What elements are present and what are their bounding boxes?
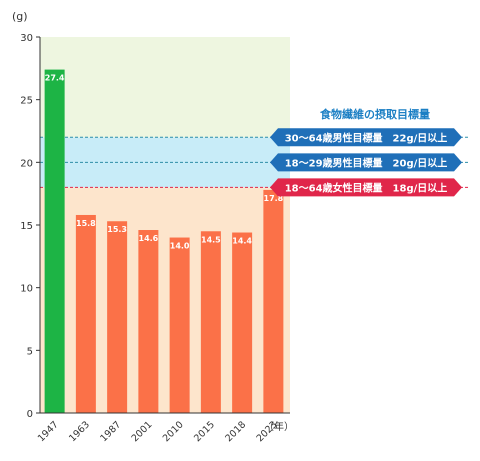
reference-badge-label-20: 18〜29歳男性目標量 20g/日以上 (285, 156, 448, 169)
band-2 (40, 37, 290, 137)
bar-label-2015: 14.5 (201, 235, 221, 244)
y-tick-25: 25 (20, 96, 33, 107)
bar-2023 (263, 190, 283, 413)
bar-1947 (45, 70, 65, 413)
bar-label-2001: 14.6 (139, 234, 159, 243)
x-tick-1987: 1987 (98, 419, 123, 444)
y-tick-30: 30 (20, 33, 33, 44)
x-unit-label: （年） (264, 420, 294, 433)
y-tick-5: 5 (27, 346, 33, 357)
y-tick-0: 0 (27, 409, 33, 420)
bar-2018 (232, 233, 252, 413)
x-tick-2015: 2015 (192, 419, 217, 444)
bar-2010 (170, 238, 190, 413)
legend-title: 食物繊維の摂取目標量 (300, 106, 450, 122)
bar-2015 (201, 231, 221, 413)
y-tick-labels: 0 5 10 15 20 25 30 (20, 33, 40, 420)
x-tick-2010: 2010 (161, 419, 186, 444)
bar-1963 (76, 215, 96, 413)
bar-label-1947: 27.4 (45, 74, 65, 83)
y-unit-label: (g) (12, 10, 28, 23)
bar-label-2018: 14.4 (232, 237, 252, 246)
reference-badge-label-18: 18〜64歳女性目標量 18g/日以上 (285, 181, 448, 194)
y-tick-15: 15 (20, 221, 33, 232)
bar-label-1963: 15.8 (76, 219, 96, 228)
reference-badge-label-22: 30〜64歳男性目標量 22g/日以上 (285, 131, 448, 144)
x-tick-2018: 2018 (223, 419, 248, 444)
bar-1987 (107, 221, 127, 413)
y-tick-10: 10 (20, 284, 33, 295)
bar-label-1987: 15.3 (107, 225, 127, 234)
x-tick-1947: 1947 (36, 419, 61, 444)
x-tick-labels: 1947 1963 1987 2001 2010 2015 2018 2023 (36, 419, 280, 444)
bar-2001 (138, 230, 158, 413)
bar-label-2010: 14.0 (170, 242, 190, 251)
y-tick-20: 20 (20, 158, 33, 169)
x-tick-1963: 1963 (67, 419, 92, 444)
x-tick-2001: 2001 (130, 419, 155, 444)
reference-badges: 30〜64歳男性目標量 22g/日以上 18〜29歳男性目標量 20g/日以上 18… (270, 128, 462, 196)
